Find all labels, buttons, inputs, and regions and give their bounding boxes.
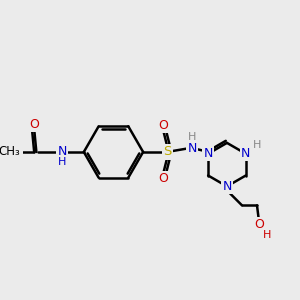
Text: O: O xyxy=(29,118,39,131)
Text: O: O xyxy=(159,118,169,132)
Text: CH₃: CH₃ xyxy=(0,146,20,158)
Text: H: H xyxy=(253,140,261,150)
Text: N: N xyxy=(241,147,250,160)
Text: S: S xyxy=(164,146,172,158)
Text: N: N xyxy=(203,147,213,160)
Text: H: H xyxy=(58,157,66,167)
Text: N: N xyxy=(57,146,67,158)
Text: H: H xyxy=(188,132,196,142)
Text: N: N xyxy=(222,180,232,193)
Text: O: O xyxy=(159,172,169,185)
Text: N: N xyxy=(188,142,197,154)
Text: O: O xyxy=(254,218,264,231)
Text: H: H xyxy=(263,230,271,240)
